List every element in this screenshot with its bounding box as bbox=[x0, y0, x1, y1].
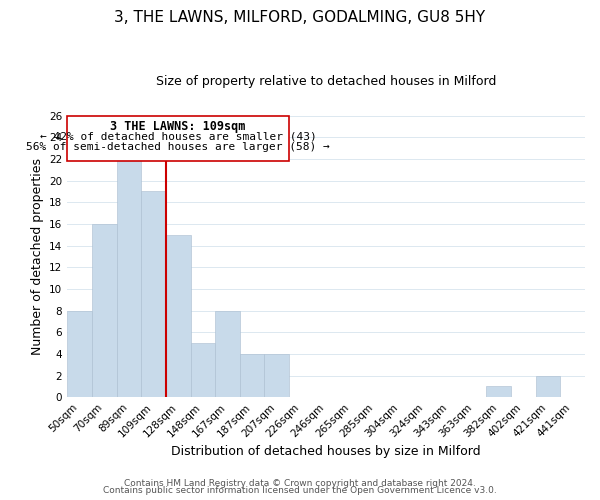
Y-axis label: Number of detached properties: Number of detached properties bbox=[31, 158, 44, 355]
Bar bbox=[67, 310, 92, 397]
Bar bbox=[265, 354, 289, 397]
Bar bbox=[141, 192, 166, 397]
Text: 3 THE LAWNS: 109sqm: 3 THE LAWNS: 109sqm bbox=[110, 120, 246, 133]
Bar bbox=[240, 354, 265, 397]
Bar bbox=[536, 376, 560, 397]
Text: 3, THE LAWNS, MILFORD, GODALMING, GU8 5HY: 3, THE LAWNS, MILFORD, GODALMING, GU8 5H… bbox=[115, 10, 485, 25]
Text: Contains HM Land Registry data © Crown copyright and database right 2024.: Contains HM Land Registry data © Crown c… bbox=[124, 478, 476, 488]
Bar bbox=[116, 159, 141, 397]
Bar bbox=[215, 310, 240, 397]
Text: Contains public sector information licensed under the Open Government Licence v3: Contains public sector information licen… bbox=[103, 486, 497, 495]
Text: 56% of semi-detached houses are larger (58) →: 56% of semi-detached houses are larger (… bbox=[26, 142, 330, 152]
Bar bbox=[191, 343, 215, 397]
FancyBboxPatch shape bbox=[67, 116, 289, 161]
Bar bbox=[92, 224, 116, 397]
Text: ← 42% of detached houses are smaller (43): ← 42% of detached houses are smaller (43… bbox=[40, 132, 317, 141]
Title: Size of property relative to detached houses in Milford: Size of property relative to detached ho… bbox=[156, 75, 496, 88]
X-axis label: Distribution of detached houses by size in Milford: Distribution of detached houses by size … bbox=[172, 444, 481, 458]
Bar bbox=[166, 234, 191, 397]
Bar bbox=[487, 386, 511, 397]
